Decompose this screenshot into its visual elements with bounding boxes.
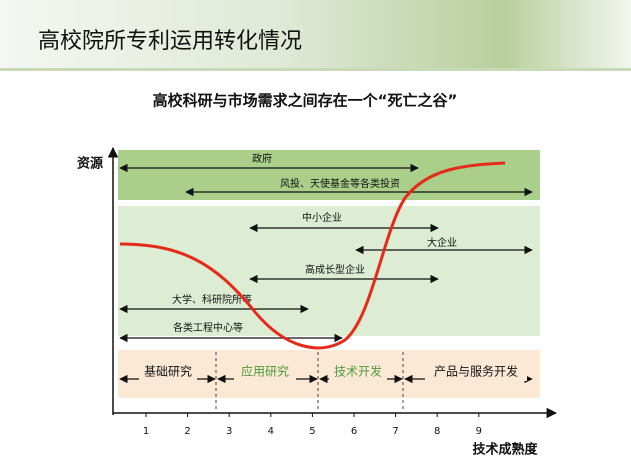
x-tick-label: 2 [184, 426, 190, 437]
valley-curve [119, 161, 506, 350]
x-tick-label: 1 [143, 426, 149, 437]
y-axis-label: 资源 [77, 156, 103, 172]
arrow-label: 高成长型企业 [305, 263, 365, 276]
x-tick-label: 5 [309, 426, 315, 437]
label-bg [139, 363, 197, 381]
arrow-label: 风投、天使基金等各类投资 [280, 177, 400, 190]
label-bg [329, 363, 387, 381]
subtitle: 高校科研与市场需求之间存在一个“死亡之谷” [153, 92, 458, 110]
x-tick-label: 6 [351, 426, 357, 437]
arrow-label: 各类工程中心等 [173, 321, 243, 334]
stage-label: 应用研究 [241, 364, 289, 379]
stage-label: 技术开发 [334, 364, 382, 379]
x-tick-label: 9 [476, 426, 482, 437]
arrow-label: 中小企业 [302, 211, 342, 224]
header-title: 高校院所专利运用转化情况 [38, 29, 302, 54]
x-tick-label: 3 [226, 426, 232, 437]
header-rule [0, 68, 631, 71]
x-tick-label: 4 [268, 426, 274, 437]
stage-label: 产品与服务开发 [434, 364, 518, 379]
label-bg [234, 363, 296, 381]
x-tick-label: 8 [434, 426, 440, 437]
arrow-label: 大学、科研院所等 [172, 293, 252, 306]
arrow-label: 大企业 [427, 236, 457, 249]
header-band [0, 0, 631, 70]
x-tick-label: 7 [392, 426, 398, 437]
label-bg [425, 363, 527, 381]
arrow-label: 政府 [252, 152, 272, 165]
stage-label: 基础研究 [144, 364, 192, 379]
x-axis-label: 技术成熟度 [472, 442, 538, 458]
